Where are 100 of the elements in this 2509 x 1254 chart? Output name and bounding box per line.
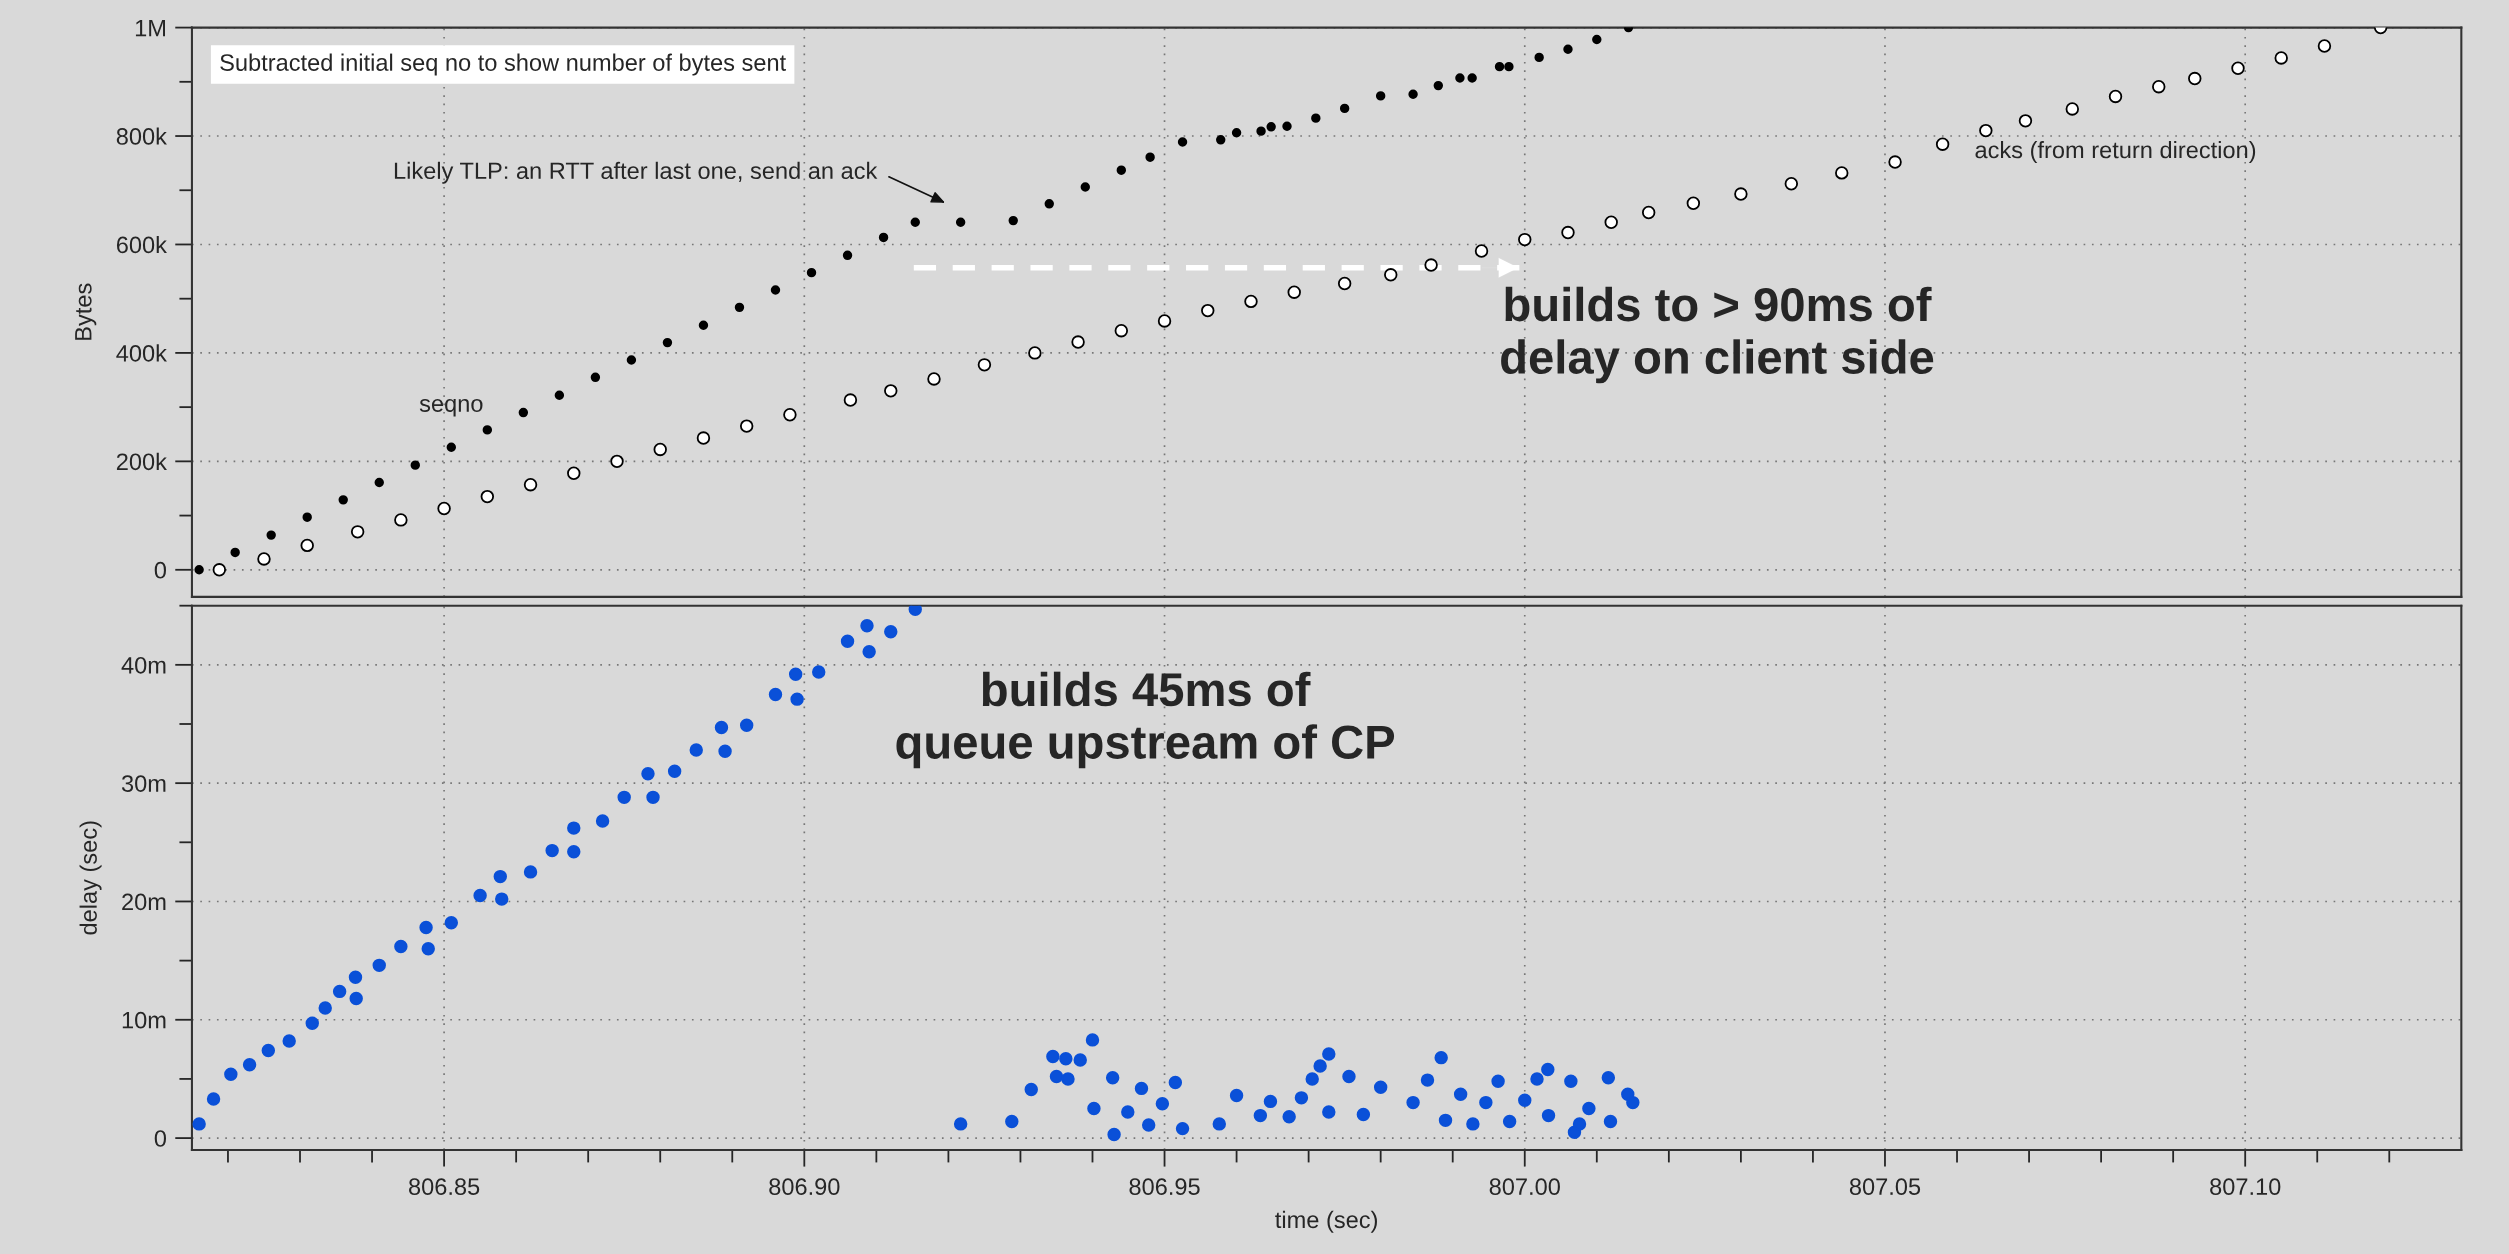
point bbox=[394, 513, 408, 527]
point bbox=[1888, 155, 1902, 169]
point bbox=[1686, 196, 1701, 210]
annotation: Likely TLP: an RTT after last one, send an ack bbox=[394, 161, 878, 184]
point bbox=[977, 358, 992, 372]
point bbox=[300, 538, 314, 553]
point bbox=[554, 390, 565, 400]
series-label: acks (from return direction) bbox=[1975, 141, 2256, 163]
point bbox=[1592, 34, 1602, 45]
point bbox=[1474, 244, 1489, 258]
point bbox=[1408, 89, 1418, 99]
y-axis-title: delay (sec) bbox=[79, 821, 102, 935]
point bbox=[626, 355, 637, 365]
point bbox=[350, 525, 365, 539]
point bbox=[1784, 177, 1799, 191]
point bbox=[2274, 51, 2288, 65]
point bbox=[662, 337, 673, 348]
point bbox=[1467, 73, 1477, 83]
point bbox=[878, 232, 889, 243]
point bbox=[1561, 225, 1575, 240]
point bbox=[734, 302, 745, 313]
x-tick-label: 807.05 bbox=[1849, 1178, 1921, 1196]
point bbox=[806, 267, 817, 278]
point bbox=[1080, 182, 1090, 192]
point bbox=[955, 217, 966, 227]
point bbox=[1256, 126, 1266, 136]
x-tick-label: 806.85 bbox=[409, 1178, 480, 1196]
point bbox=[1145, 152, 1155, 162]
point bbox=[2188, 71, 2202, 86]
point bbox=[567, 466, 581, 480]
point bbox=[1734, 187, 1748, 201]
point bbox=[2152, 79, 2166, 94]
point bbox=[653, 442, 667, 457]
point bbox=[1071, 335, 1085, 349]
point bbox=[1424, 258, 1438, 272]
point bbox=[2231, 61, 2245, 75]
series-label: seqno bbox=[419, 398, 483, 417]
point bbox=[194, 565, 204, 575]
point bbox=[1563, 44, 1573, 54]
point bbox=[1979, 123, 1993, 138]
point bbox=[523, 477, 538, 492]
point bbox=[696, 431, 711, 445]
annotation: builds 45ms of queue upstream of CP bbox=[896, 671, 1395, 769]
point bbox=[1287, 285, 1301, 299]
point bbox=[1028, 346, 1042, 360]
y-tick-label: 200k bbox=[116, 452, 167, 471]
point bbox=[1835, 166, 1849, 180]
point bbox=[910, 217, 920, 227]
point bbox=[2108, 89, 2123, 104]
point bbox=[770, 285, 781, 295]
point bbox=[1244, 294, 1258, 309]
point bbox=[1518, 232, 1532, 247]
point bbox=[338, 495, 348, 505]
y-tick-label: 400k bbox=[116, 344, 167, 362]
point bbox=[212, 563, 227, 577]
point bbox=[230, 547, 240, 558]
point bbox=[302, 512, 312, 522]
point bbox=[1433, 80, 1444, 91]
point bbox=[1116, 165, 1127, 175]
point bbox=[446, 442, 457, 452]
point bbox=[437, 501, 451, 516]
y-axis-title: Bytes bbox=[75, 283, 97, 340]
point bbox=[266, 530, 276, 540]
point bbox=[2018, 114, 2033, 128]
point bbox=[1384, 268, 1398, 282]
point bbox=[590, 372, 601, 383]
x-tick-label: 806.90 bbox=[769, 1178, 840, 1196]
annotation: Subtracted initial seq no to show number of bytes sent bbox=[220, 53, 786, 76]
point bbox=[2317, 39, 2332, 53]
point bbox=[1337, 276, 1352, 291]
y-tick-label: 30m bbox=[121, 775, 166, 792]
y-tick-label: 20m bbox=[122, 893, 166, 911]
point bbox=[410, 460, 420, 470]
point bbox=[1157, 314, 1172, 328]
point bbox=[739, 419, 754, 433]
x-tick-label: 807.10 bbox=[2210, 1178, 2281, 1196]
point bbox=[2065, 102, 2080, 116]
point bbox=[610, 454, 624, 469]
point bbox=[842, 250, 853, 261]
point bbox=[1375, 91, 1386, 101]
point bbox=[1266, 122, 1276, 132]
point bbox=[843, 393, 858, 407]
point bbox=[518, 407, 529, 418]
point bbox=[1455, 73, 1465, 83]
y-tick-label: 1M bbox=[135, 19, 165, 37]
point bbox=[1201, 303, 1215, 318]
annotation: builds to > 90ms of delay on client side bbox=[1501, 286, 1934, 384]
point bbox=[884, 384, 898, 398]
y-tick-label: 40m bbox=[121, 656, 166, 674]
point bbox=[482, 425, 493, 435]
point bbox=[257, 552, 271, 566]
point bbox=[1604, 215, 1618, 229]
point bbox=[783, 408, 797, 422]
point bbox=[1534, 52, 1544, 63]
x-axis-title: time (sec) bbox=[1275, 1210, 1377, 1233]
point bbox=[1641, 205, 1656, 220]
point bbox=[1282, 121, 1292, 131]
x-tick-label: 807.00 bbox=[1489, 1178, 1560, 1196]
point bbox=[1114, 323, 1129, 338]
point bbox=[1311, 113, 1321, 123]
